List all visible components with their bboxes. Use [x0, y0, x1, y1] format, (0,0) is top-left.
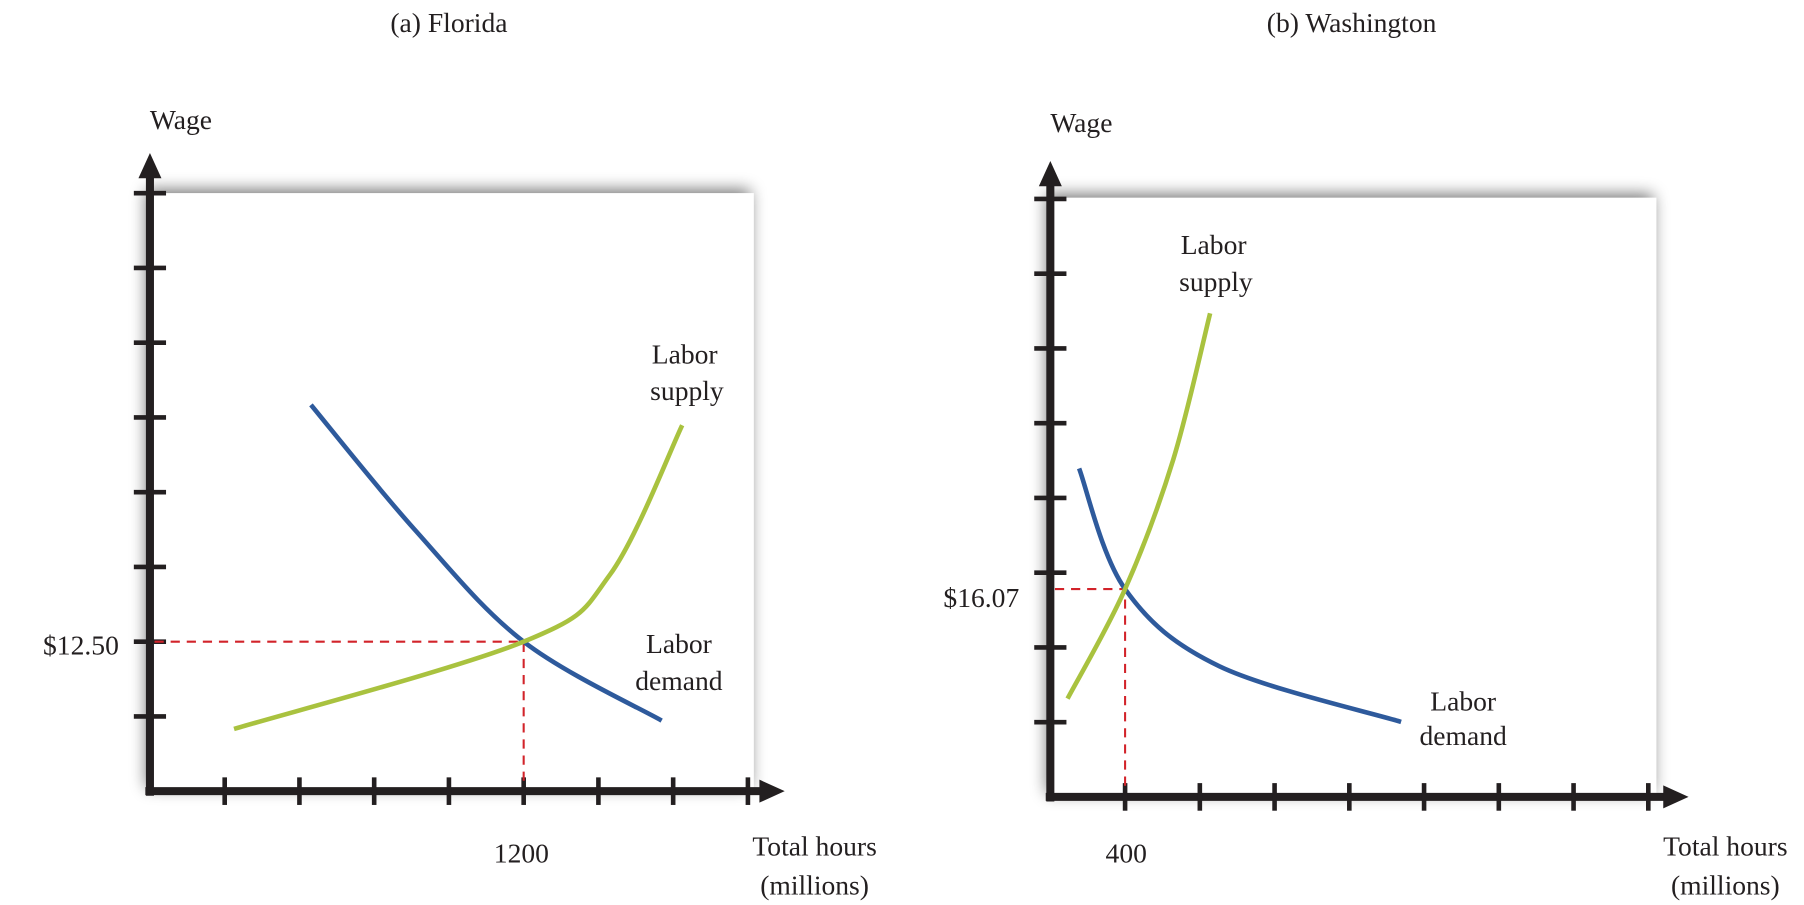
florida-chart: (a) Florida Wage Total hours (millions) …	[43, 7, 877, 900]
x-axis-arrow-icon	[759, 779, 785, 803]
y-axis-arrow-icon	[138, 152, 162, 179]
supply-label-line2: supply	[1179, 266, 1253, 297]
x-axis-label-line1: Total hours	[752, 831, 876, 862]
equilibrium-x-label: 400	[1106, 837, 1147, 868]
supply-label-line2: supply	[650, 375, 724, 406]
y-axis-label: Wage	[150, 104, 212, 135]
demand-label-line1: Labor	[646, 628, 712, 659]
y-axis-arrow-icon	[1038, 160, 1062, 187]
plot-area	[1050, 197, 1657, 797]
supply-label-line1: Labor	[1181, 229, 1247, 260]
equilibrium-x-label: 1200	[494, 837, 549, 868]
x-axis-label-line2: (millions)	[1671, 870, 1780, 901]
washington-chart: (b) Washington Wage Total hours (million…	[943, 7, 1787, 900]
labor-demand-curve	[1076, 467, 1402, 725]
plot-area	[149, 193, 754, 792]
demand-label-line2: demand	[1420, 720, 1508, 751]
supply-label-line1: Labor	[652, 338, 718, 369]
labor-supply-curve	[233, 424, 685, 732]
demand-label-line1: Labor	[1430, 686, 1496, 717]
chart-title: (b) Washington	[1267, 7, 1437, 38]
x-axis-arrow-icon	[1663, 785, 1689, 809]
y-axis-label: Wage	[1050, 107, 1112, 138]
x-axis-label-line2: (millions)	[760, 870, 869, 901]
x-axis-label-line1: Total hours	[1663, 831, 1787, 862]
demand-label-line2: demand	[635, 665, 723, 696]
chart-title: (a) Florida	[390, 7, 507, 38]
equilibrium-y-label: $16.07	[943, 582, 1019, 613]
labor-demand-curve	[309, 403, 663, 723]
equilibrium-y-label: $12.50	[43, 629, 119, 660]
labor-supply-curve	[1065, 312, 1213, 700]
